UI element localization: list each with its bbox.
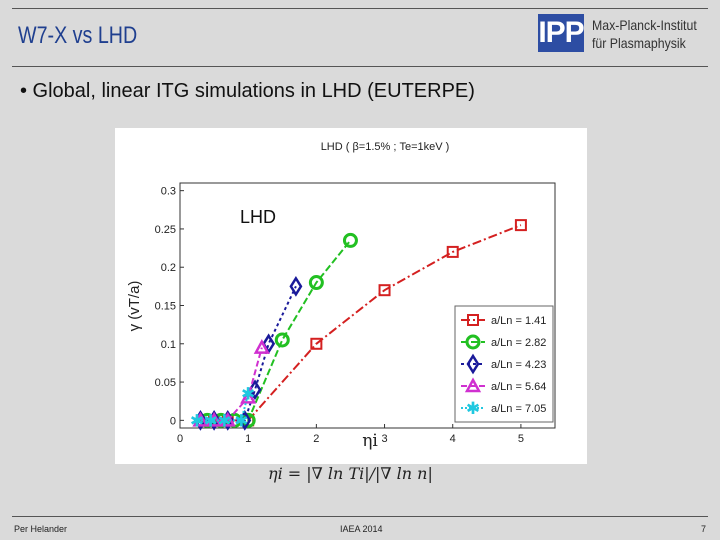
legend-marker-1 — [465, 334, 481, 350]
series-0-point-3 — [310, 337, 323, 350]
legend-marker-0 — [467, 314, 479, 326]
legend-label-0: a/Ln = 1.41 — [491, 315, 546, 327]
top-rule — [12, 8, 708, 9]
chart-annotation: LHD — [240, 207, 276, 227]
footer-conference: IAEA 2014 — [340, 524, 383, 534]
series-3-point-3 — [240, 388, 257, 404]
series-2-point-6 — [289, 276, 303, 297]
series-4-point-4: ✱ — [241, 385, 255, 405]
chart-panel: 0 1 2 3 4 5 0 0.05 0.1 0.15 0.2 0.25 0.3 LHD ( β=1.5%… — [115, 128, 587, 464]
legend-label-2: a/Ln = 4.23 — [491, 359, 546, 371]
series-1-point-4 — [274, 332, 290, 348]
legend-label-1: a/Ln = 2.82 — [491, 337, 546, 349]
y-tick-label-0: 0 — [170, 415, 176, 427]
x-tick-label-0: 0 — [177, 433, 183, 445]
y-tick-label-4: 0.2 — [161, 262, 176, 274]
series-1-point-6 — [342, 232, 358, 248]
series-4-point-3: ✱ — [234, 411, 248, 431]
x-tick-label-3: 3 — [381, 433, 387, 445]
legend-label-4: a/Ln = 7.05 — [491, 403, 546, 415]
institute-line-2: für Plasmaphysik — [592, 35, 686, 51]
footer-author: Per Helander — [14, 524, 68, 534]
institute-line-1: Max-Planck-Institut — [592, 17, 697, 33]
series-0-point-6 — [514, 219, 527, 232]
legend-marker-4: ✱ — [466, 399, 480, 419]
legend-marker-2 — [466, 353, 480, 375]
x-tick-label-5: 5 — [518, 433, 524, 445]
bullet-text: • Global, linear ITG simulations in LHD … — [20, 80, 475, 102]
ipp-logo: IPP — [538, 14, 585, 52]
legend-marker-3 — [464, 377, 482, 393]
series-line-4 — [197, 393, 250, 422]
chart-title: LHD ( β=1.5% ; Te=1keV ) — [321, 141, 450, 153]
y-tick-label-5: 0.25 — [155, 224, 176, 236]
institute-name: Max-Planck-Institut für Plasmaphysik — [592, 16, 697, 52]
x-tick-label-1: 1 — [245, 433, 251, 445]
series-4-point-0: ✱ — [190, 411, 204, 431]
eta-formula: ηi = |∇ ln Ti|/|∇ ln n| — [268, 464, 433, 483]
x-axis-label: ηi — [362, 431, 378, 451]
y-tick-label-2: 0.1 — [161, 339, 176, 351]
series-2-point-0 — [193, 409, 207, 431]
growth-rate-chart: 0 1 2 3 4 5 0 0.05 0.1 0.15 0.2 0.25 0.3 LHD ( β=1.5%… — [126, 141, 556, 451]
slide-title: W7-X vs LHD — [18, 22, 138, 49]
series-4-point-1: ✱ — [204, 411, 218, 431]
y-tick-label-1: 0.05 — [155, 377, 176, 389]
series-0-point-5 — [446, 245, 459, 258]
y-axis-label: γ (vT/a) — [126, 281, 143, 332]
series-2-point-3 — [238, 409, 252, 431]
x-tick-label-4: 4 — [450, 433, 456, 445]
series-2-point-1 — [207, 409, 221, 431]
x-tick-label-2: 2 — [313, 433, 319, 445]
y-tick-label-6: 0.3 — [161, 186, 176, 198]
series-3-point-4 — [253, 338, 270, 354]
header-rule — [12, 66, 708, 67]
series-0-point-4 — [378, 284, 391, 297]
series-4-point-2: ✱ — [217, 411, 231, 431]
footer-rule — [12, 516, 708, 517]
y-tick-label-3: 0.15 — [155, 301, 176, 313]
footer-page-number: 7 — [700, 524, 706, 534]
series-line-1 — [207, 239, 352, 422]
series-1-point-5 — [308, 275, 324, 291]
legend-label-3: a/Ln = 5.64 — [491, 381, 546, 393]
